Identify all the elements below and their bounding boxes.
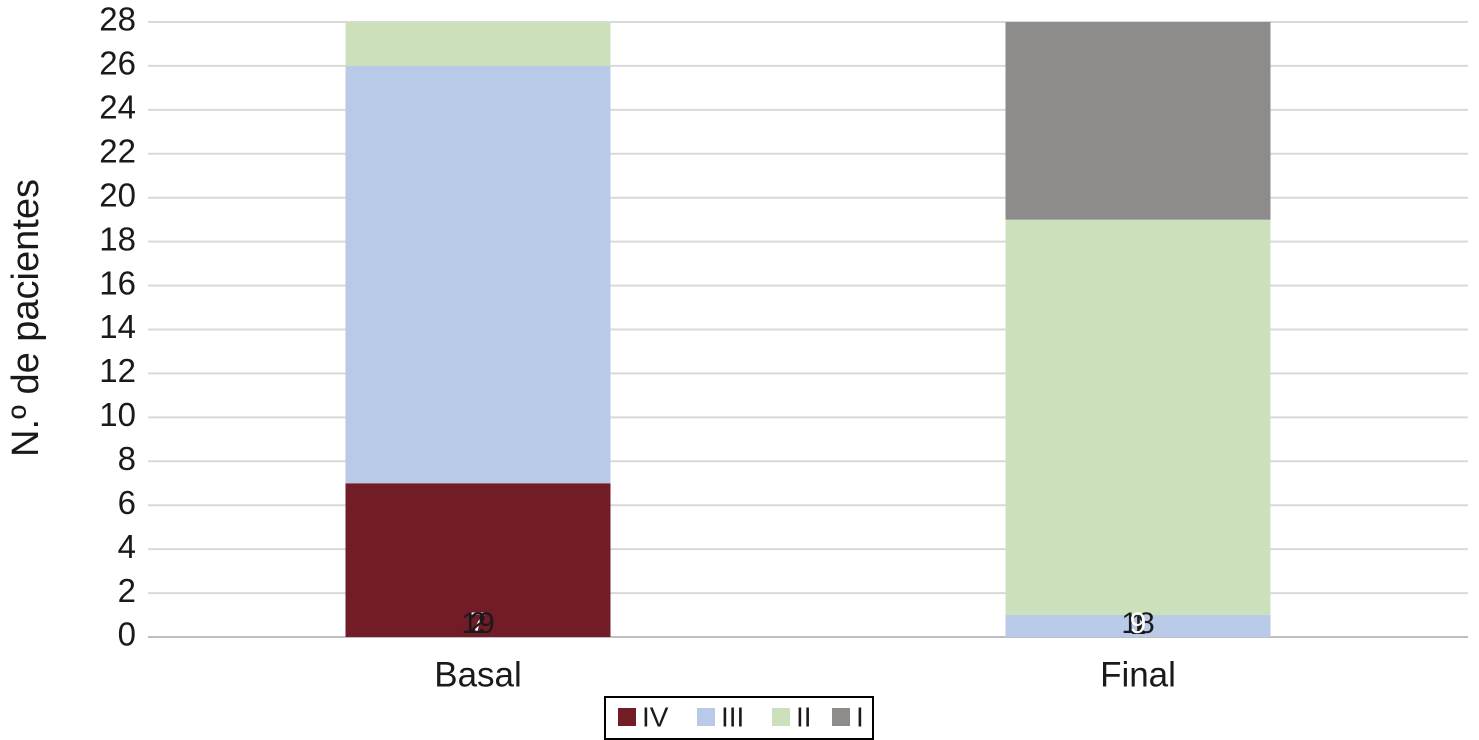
x-tick-label: Final xyxy=(1100,655,1176,694)
bar-segment xyxy=(345,22,611,66)
legend-swatch xyxy=(618,708,636,726)
legend-label: III xyxy=(721,701,744,732)
y-tick-label: 2 xyxy=(118,572,136,609)
y-tick-label: 26 xyxy=(99,45,136,82)
x-tick-label: Basal xyxy=(434,655,522,694)
data-label: 9 xyxy=(1130,607,1147,640)
legend-label: II xyxy=(796,701,812,732)
y-tick-label: 8 xyxy=(118,440,136,477)
y-tick-label: 16 xyxy=(99,264,136,301)
bar-segment xyxy=(345,65,611,484)
legend-swatch xyxy=(772,708,790,726)
bar-segment xyxy=(345,483,611,637)
data-label: 18 xyxy=(1121,607,1154,640)
data-label: 7 xyxy=(470,607,487,640)
data-label: 19 xyxy=(461,607,494,640)
bar-segment xyxy=(1005,615,1271,637)
legend-box xyxy=(604,696,874,740)
data-label: 1 xyxy=(1130,608,1147,641)
y-tick-label: 12 xyxy=(99,352,136,389)
legend-label: I xyxy=(856,701,864,732)
y-tick-label: 10 xyxy=(99,396,136,433)
legend-swatch xyxy=(697,708,715,726)
y-tick-label: 22 xyxy=(99,133,136,170)
data-label: 2 xyxy=(470,607,487,640)
y-tick-label: 20 xyxy=(99,176,136,213)
y-tick-label: 4 xyxy=(118,528,136,565)
legend-label: IV xyxy=(642,701,669,732)
y-axis-label: N.º de pacientes xyxy=(5,179,47,457)
y-tick-label: 0 xyxy=(118,616,136,653)
y-tick-label: 6 xyxy=(118,484,136,521)
y-tick-label: 14 xyxy=(99,308,136,345)
legend-swatch xyxy=(832,708,850,726)
bar-segment xyxy=(1005,22,1271,220)
bar-segment xyxy=(1005,219,1271,616)
y-tick-label: 24 xyxy=(99,89,136,126)
y-tick-label: 18 xyxy=(99,220,136,257)
y-tick-label: 28 xyxy=(99,1,136,38)
